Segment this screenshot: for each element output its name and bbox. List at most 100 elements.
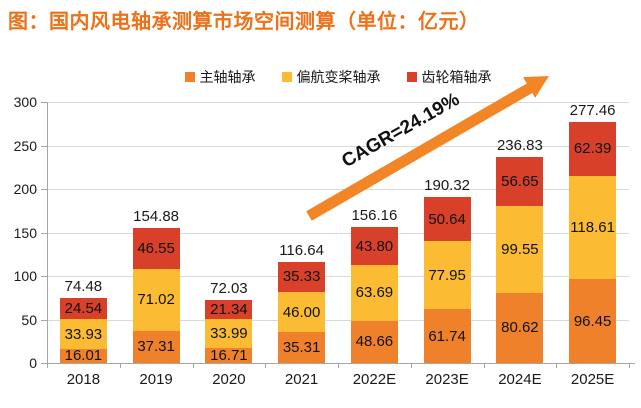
segment-value-label: 77.95 [428,266,466,284]
x-axis-tick [47,364,48,368]
legend-label: 偏航变桨轴承 [296,69,381,85]
segment-value-label: 24.54 [64,300,103,318]
bar-total-label: 74.48 [64,278,103,296]
bar-segment: 56.65 [496,157,544,207]
bar-total-label: 116.64 [279,241,324,259]
stacked-bar: 35.33 46.00 35.31 [278,261,326,364]
y-axis-tick [41,319,47,321]
x-axis-label: 2021 [284,371,319,388]
segment-value-label: 16.71 [210,347,248,365]
y-axis-tick [41,232,47,234]
bar-segment: 35.33 [278,261,326,293]
bar-segment: 71.02 [132,268,180,331]
stacked-bar: 50.64 77.95 61.74 [423,197,471,363]
y-axis-label: 200 [13,181,37,197]
gridline [47,232,629,234]
x-axis-tick [265,364,267,368]
segment-value-label: 63.69 [355,284,394,302]
x-axis-label: 2022E [352,371,397,388]
legend-label: 主轴轴承 [199,69,256,85]
y-axis-label: 250 [13,137,37,154]
segment-value-label: 99.55 [501,241,539,259]
legend-item: 主轴轴承 [184,67,256,87]
bar-total-label: 236.83 [496,137,543,154]
y-axis-label: 100 [13,268,37,284]
bar-total-label: 190.32 [424,177,471,195]
bar-segment: 118.61 [569,175,617,280]
y-axis-label: 0 [29,355,37,371]
bar-segment: 96.45 [569,279,617,363]
bar-segment: 43.80 [350,227,398,266]
bar-segment: 63.69 [350,265,398,321]
legend-label: 齿轮箱轴承 [421,69,492,85]
segment-value-label: 37.31 [137,338,175,356]
bar-segment: 37.31 [132,330,180,363]
stacked-bar: 62.39 118.61 96.45 [569,121,617,363]
legend-item: 齿轮箱轴承 [406,67,492,87]
bar-segment: 35.31 [278,332,326,363]
x-axis-tick [338,364,339,368]
segment-value-label: 43.80 [355,237,394,255]
segment-value-label: 96.45 [573,312,612,330]
legend-swatch-icon [281,72,292,82]
y-axis-tick [41,145,47,147]
y-axis-tick [41,102,47,103]
bar-segment: 21.34 [205,300,253,319]
segment-value-label: 50.64 [428,210,466,228]
x-axis-label: 2020 [212,371,246,388]
y-axis-label: 300 [13,94,37,110]
bar-segment: 33.99 [205,318,253,349]
y-axis-label: 50 [21,311,37,328]
legend-item: 偏航变桨轴承 [281,67,381,87]
y-axis-label: 150 [13,224,37,241]
x-axis-tick [556,364,558,368]
x-axis-tick [629,364,630,368]
segment-value-label: 33.93 [64,325,103,343]
segment-value-label: 21.34 [210,301,248,319]
bar-total-label: 72.03 [210,280,248,298]
segment-value-label: 35.31 [282,339,321,357]
x-axis-label: 2025E [570,371,615,388]
bar-segment: 16.71 [205,347,253,365]
segment-value-label: 61.74 [428,327,466,345]
y-axis-tick [41,276,47,277]
y-axis-tick [41,189,47,190]
bar-segment: 62.39 [569,121,617,176]
segment-value-label: 62.39 [573,140,612,158]
x-axis-tick [410,364,412,368]
segment-value-label: 16.01 [64,347,103,365]
bar-segment: 50.64 [423,197,471,242]
x-axis-label: 2023E [425,371,469,388]
segment-value-label: 118.61 [570,218,615,236]
stacked-bar: 21.34 33.99 16.71 [205,300,253,365]
x-axis-label: 2024E [498,371,542,388]
stacked-bar: 46.55 71.02 37.31 [132,228,180,363]
segment-value-label: 33.99 [210,325,248,343]
bar-segment: 33.93 [59,319,107,349]
bar-total-label: 154.88 [133,208,180,226]
y-axis-line [47,102,48,363]
x-axis-label: 2019 [139,371,173,388]
x-axis-tick [119,364,121,368]
bar-segment: 48.66 [350,320,398,363]
gridline [47,276,629,277]
gridline [47,102,629,103]
stacked-bar: 43.80 63.69 48.66 [350,227,398,363]
segment-value-label: 48.66 [355,333,394,351]
bar-segment: 16.01 [59,347,107,365]
segment-value-label: 46.55 [137,240,175,258]
bar-segment: 77.95 [423,241,471,310]
bar-segment: 46.55 [132,228,180,269]
bar-segment: 46.00 [278,292,326,333]
legend-swatch-icon [406,72,417,82]
segment-value-label: 71.02 [137,291,175,309]
bar-total-label: 156.16 [351,207,398,225]
legend-swatch-icon [184,72,195,82]
segment-value-label: 80.62 [501,319,539,337]
x-axis-tick [192,364,194,368]
x-axis-tick [483,364,485,368]
chart-title: 图：国内风电轴承测算市场空间测算（单位：亿元） [8,11,480,33]
bar-segment: 61.74 [423,309,471,363]
legend: 主轴轴承 偏航变桨轴承 齿轮箱轴承 [47,67,629,87]
